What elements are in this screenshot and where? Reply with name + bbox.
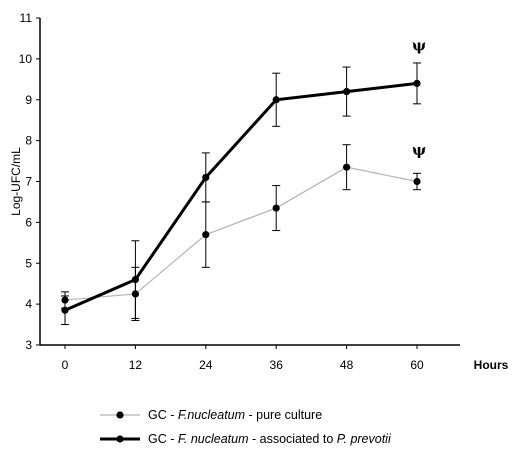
x-tick-label: 48 xyxy=(340,358,354,372)
legend-marker xyxy=(116,435,124,443)
y-tick-label: 5 xyxy=(25,256,32,270)
y-tick-label: 8 xyxy=(25,134,32,148)
x-tick-label: 0 xyxy=(62,358,69,372)
data-point xyxy=(343,87,351,96)
legend-marker xyxy=(116,411,124,419)
data-point xyxy=(202,173,210,182)
y-axis-title: Log-UFC/mL xyxy=(9,147,23,216)
y-tick-label: 11 xyxy=(20,11,33,25)
data-point xyxy=(413,79,421,87)
data-point xyxy=(343,163,351,171)
y-tick-label: 3 xyxy=(25,338,32,352)
series-line xyxy=(64,166,418,301)
data-point xyxy=(131,276,139,284)
series-2 xyxy=(61,62,421,326)
x-tick-label: 24 xyxy=(199,358,213,372)
data-point xyxy=(272,96,280,104)
data-point xyxy=(413,177,421,186)
legend: GC - F.nucleatum - pure culture GC - F. n… xyxy=(100,408,392,446)
y-tick-label: 6 xyxy=(25,215,32,229)
data-point xyxy=(202,231,210,239)
y-tick-label: 10 xyxy=(19,52,33,66)
significance-marker: ψ xyxy=(412,141,426,159)
data-point xyxy=(61,306,69,314)
x-tick-label: 36 xyxy=(270,358,284,372)
y-tick-label: 7 xyxy=(25,175,32,189)
annotations: ψψ xyxy=(412,37,426,159)
data-point xyxy=(272,204,280,212)
series-line xyxy=(64,81,418,312)
series-1 xyxy=(61,144,421,321)
x-tick-label: 12 xyxy=(129,358,143,372)
legend-entry-2: GC - F. nucleatum - associated to P. pre… xyxy=(100,432,392,446)
legend-entry-1: GC - F.nucleatum - pure culture xyxy=(100,408,322,422)
legend-label: GC - F.nucleatum - pure culture xyxy=(148,408,322,422)
axes: 3 4 5 6 7 8 9 10 11 0 12 24 36 48 60 Log-UFC/mL Hours xyxy=(9,11,509,372)
x-axis-title: Hours xyxy=(474,358,509,372)
legend-label: GC - F. nucleatum - associated to P. pre… xyxy=(148,432,392,446)
significance-marker: ψ xyxy=(412,37,426,55)
series-layer xyxy=(61,62,421,326)
y-tick-label: 4 xyxy=(25,297,32,311)
x-tick-label: 60 xyxy=(410,358,424,372)
y-tick-label: 9 xyxy=(25,93,32,107)
